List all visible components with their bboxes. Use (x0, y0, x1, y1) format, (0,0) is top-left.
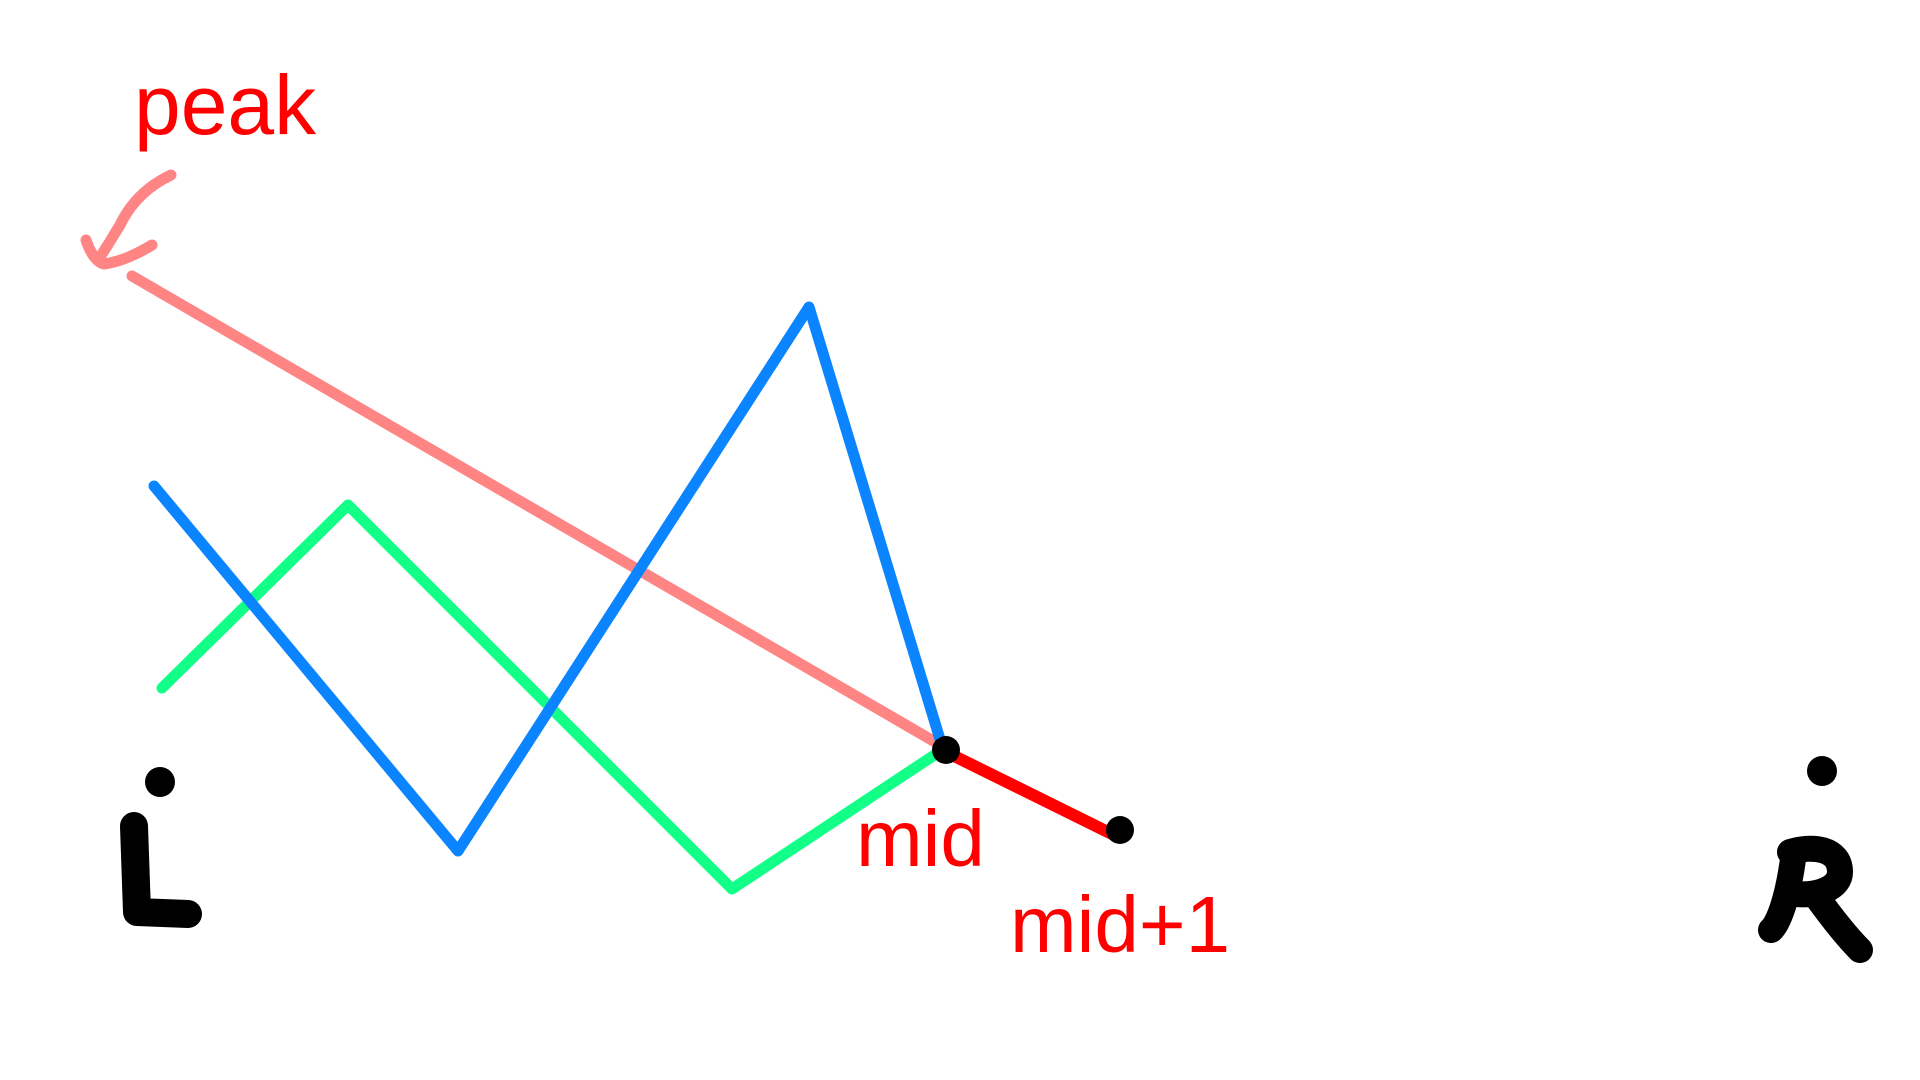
blue-path (148, 301, 948, 857)
left-end-L-mark (120, 812, 202, 928)
green-path (156, 499, 948, 895)
mid-point (932, 736, 960, 764)
mid-to-mid-plus-1-segment (940, 746, 1122, 842)
mid-plus-1-label: mid+1 (1010, 880, 1230, 969)
peak-arrow-curve (92, 169, 177, 266)
peak-arrow-head (80, 234, 158, 270)
peak-label: peak (134, 58, 317, 152)
right-end-R-mark (1758, 835, 1873, 963)
mid-plus-1-point (1106, 816, 1134, 844)
mid-label: mid (856, 794, 985, 883)
right-end-dot (1807, 756, 1837, 786)
peak-to-mid-line (126, 270, 948, 752)
left-end-dot (145, 767, 175, 797)
